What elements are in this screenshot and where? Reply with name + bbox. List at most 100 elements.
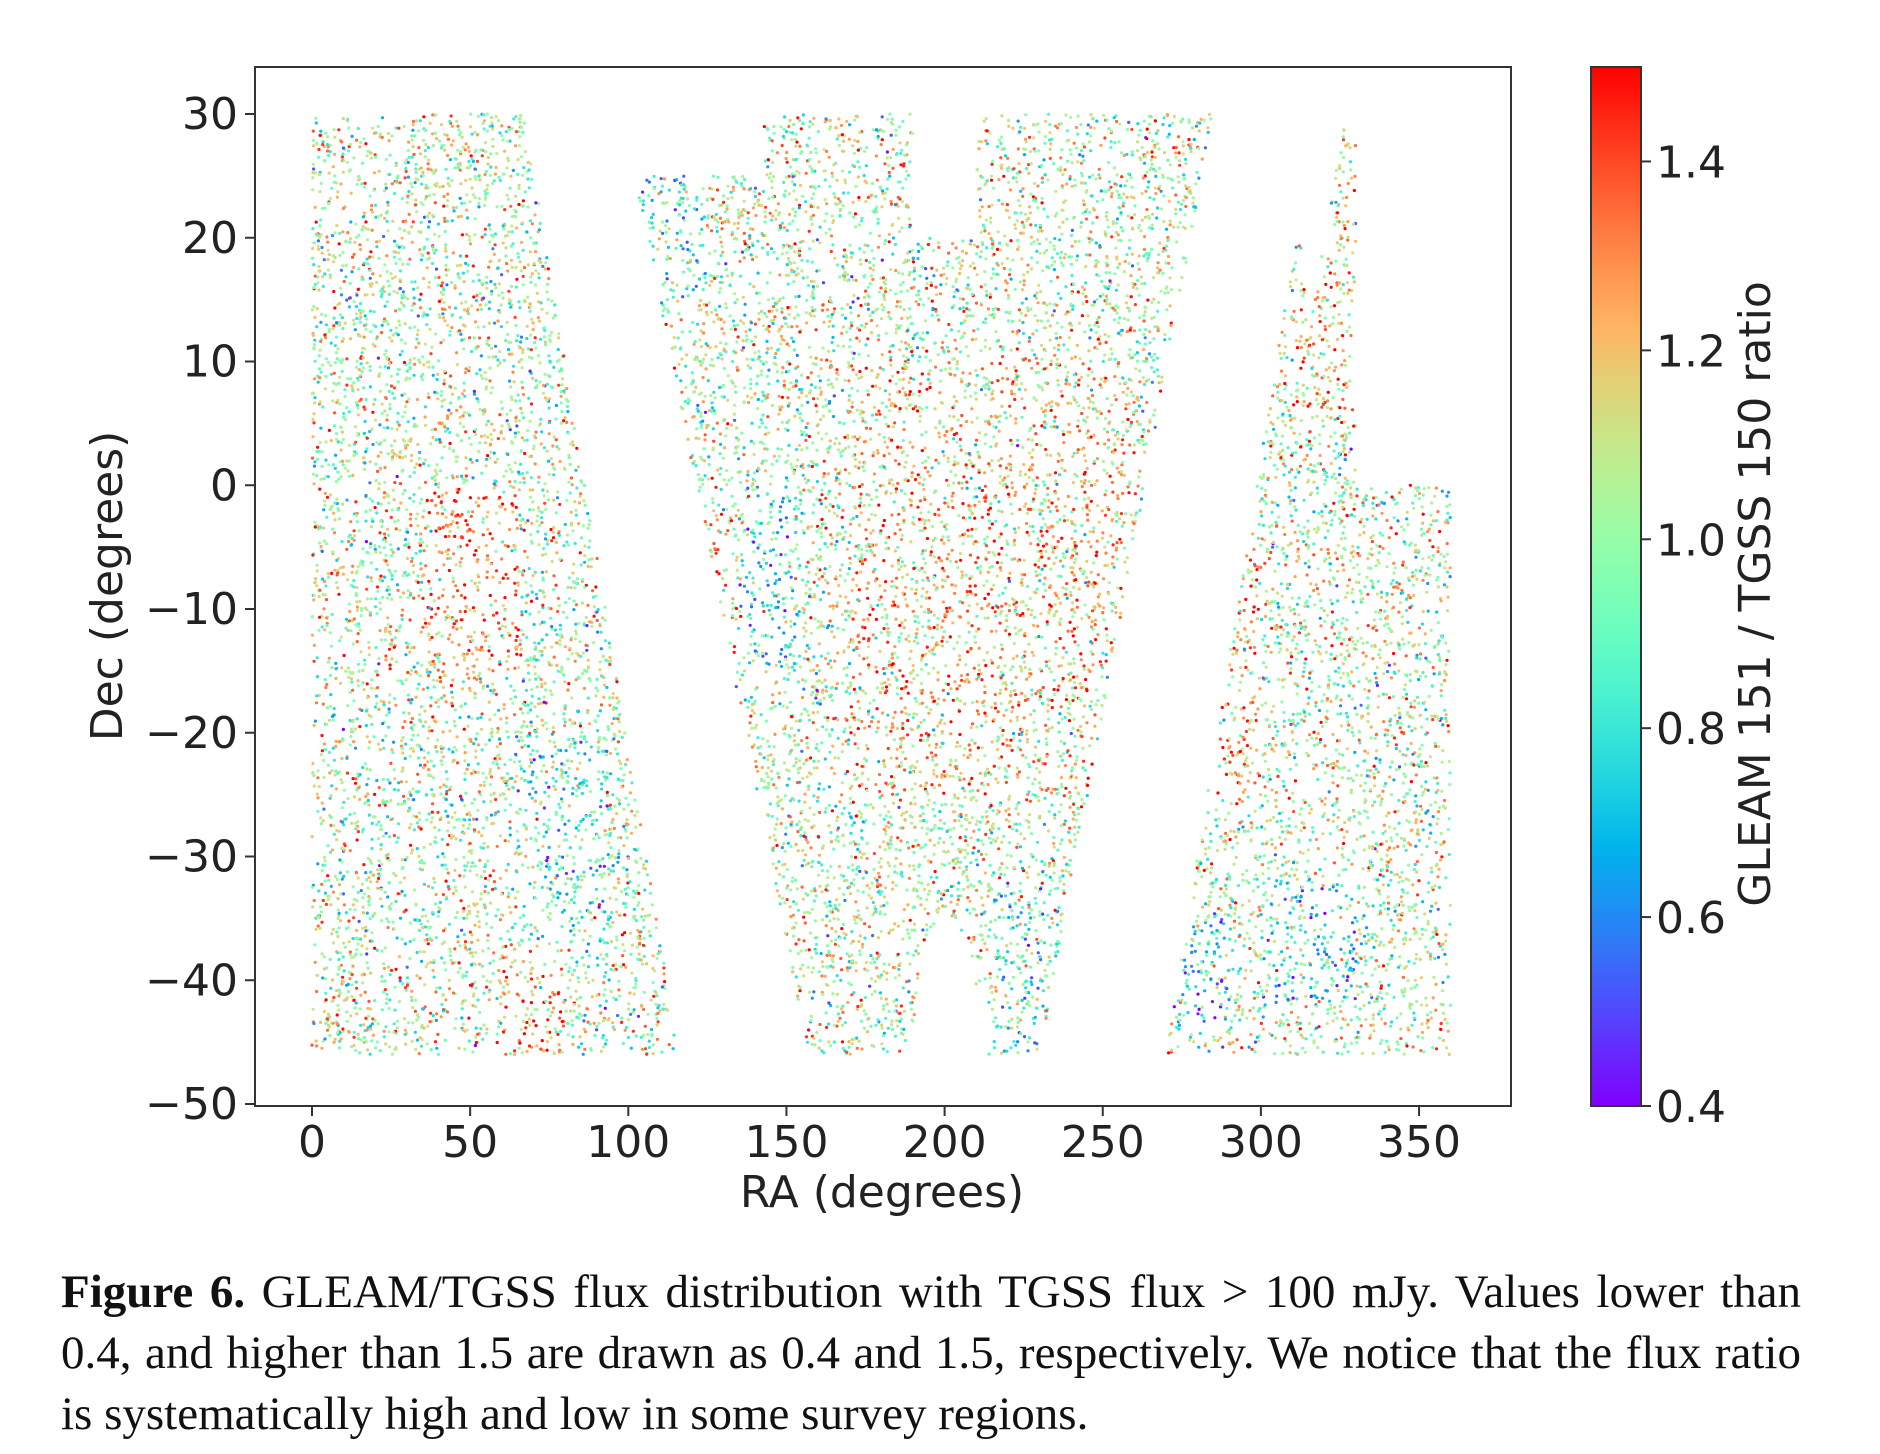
scatter-point	[1415, 653, 1419, 657]
scatter-point	[545, 727, 549, 731]
scatter-point	[1335, 825, 1339, 829]
scatter-point	[783, 849, 787, 853]
scatter-point	[449, 785, 453, 789]
scatter-point	[537, 480, 541, 484]
scatter-point	[1415, 804, 1419, 808]
scatter-point	[855, 776, 859, 780]
scatter-point	[539, 867, 543, 872]
scatter-point	[820, 535, 824, 539]
scatter-point	[1156, 142, 1160, 146]
scatter-point	[535, 685, 539, 689]
scatter-point	[1052, 687, 1056, 692]
scatter-point	[520, 366, 524, 370]
scatter-point	[881, 711, 885, 715]
scatter-point	[966, 885, 970, 889]
scatter-point	[918, 414, 923, 418]
scatter-point	[485, 570, 489, 574]
scatter-point	[434, 470, 438, 474]
scatter-point	[984, 714, 988, 718]
scatter-point	[1003, 234, 1007, 238]
scatter-point	[792, 122, 796, 127]
scatter-point	[890, 374, 895, 378]
scatter-point	[919, 784, 923, 788]
scatter-point	[1446, 570, 1450, 574]
scatter-point	[799, 502, 803, 506]
scatter-point	[369, 309, 373, 313]
scatter-point	[355, 520, 359, 524]
scatter-point	[412, 828, 416, 832]
scatter-point	[977, 646, 981, 650]
scatter-point	[1087, 349, 1091, 353]
scatter-point	[662, 177, 667, 181]
scatter-point	[806, 560, 810, 564]
scatter-point	[386, 229, 390, 233]
scatter-point	[596, 833, 600, 837]
scatter-point	[998, 967, 1002, 972]
scatter-point	[839, 873, 843, 877]
scatter-point	[583, 503, 587, 507]
scatter-point	[359, 606, 364, 611]
scatter-point	[622, 949, 627, 953]
scatter-point	[791, 340, 796, 344]
scatter-point	[1413, 978, 1417, 983]
scatter-point	[972, 329, 976, 333]
scatter-point	[829, 249, 833, 254]
scatter-point	[528, 309, 532, 313]
scatter-point	[539, 1047, 543, 1051]
scatter-point	[1344, 257, 1348, 261]
scatter-point	[587, 558, 591, 562]
scatter-point	[1312, 342, 1316, 346]
scatter-point	[771, 160, 775, 165]
scatter-point	[437, 495, 441, 499]
scatter-point	[568, 846, 572, 850]
scatter-point	[971, 851, 975, 855]
scatter-point	[332, 758, 336, 762]
scatter-point	[980, 815, 985, 819]
scatter-point	[1436, 621, 1440, 625]
scatter-point	[1360, 517, 1364, 522]
scatter-point	[426, 942, 430, 946]
scatter-point	[1124, 407, 1128, 411]
scatter-point	[937, 556, 941, 560]
scatter-point	[1142, 161, 1147, 165]
scatter-point	[713, 276, 717, 280]
scatter-point	[1316, 296, 1320, 300]
scatter-point	[514, 589, 518, 593]
scatter-point	[1367, 1001, 1371, 1005]
scatter-point	[577, 980, 581, 984]
scatter-point	[864, 343, 868, 347]
scatter-point	[829, 234, 834, 238]
scatter-point	[1303, 561, 1307, 565]
scatter-point	[920, 594, 924, 598]
scatter-point	[574, 632, 579, 636]
scatter-point	[1317, 685, 1321, 689]
scatter-point	[1340, 642, 1344, 646]
scatter-point	[584, 779, 589, 783]
scatter-point	[919, 733, 924, 737]
scatter-point	[831, 907, 836, 911]
scatter-point	[841, 344, 846, 348]
scatter-point	[529, 932, 534, 936]
scatter-point	[464, 178, 468, 182]
scatter-point	[403, 322, 407, 326]
scatter-point	[878, 412, 882, 416]
scatter-point	[734, 390, 738, 394]
scatter-point	[866, 337, 870, 341]
scatter-point	[422, 882, 427, 887]
scatter-point	[1390, 734, 1394, 738]
scatter-point	[979, 140, 983, 144]
scatter-point	[477, 920, 481, 924]
scatter-point	[798, 118, 802, 123]
scatter-point	[887, 846, 892, 850]
scatter-point	[1037, 130, 1041, 134]
scatter-point	[805, 775, 809, 779]
scatter-point	[786, 677, 790, 682]
scatter-point	[698, 485, 702, 489]
scatter-point	[429, 696, 433, 700]
scatter-point	[765, 351, 769, 355]
scatter-point	[1305, 453, 1309, 458]
scatter-point	[979, 924, 983, 928]
scatter-point	[1087, 615, 1091, 619]
scatter-point	[389, 543, 393, 547]
scatter-point	[923, 570, 927, 574]
